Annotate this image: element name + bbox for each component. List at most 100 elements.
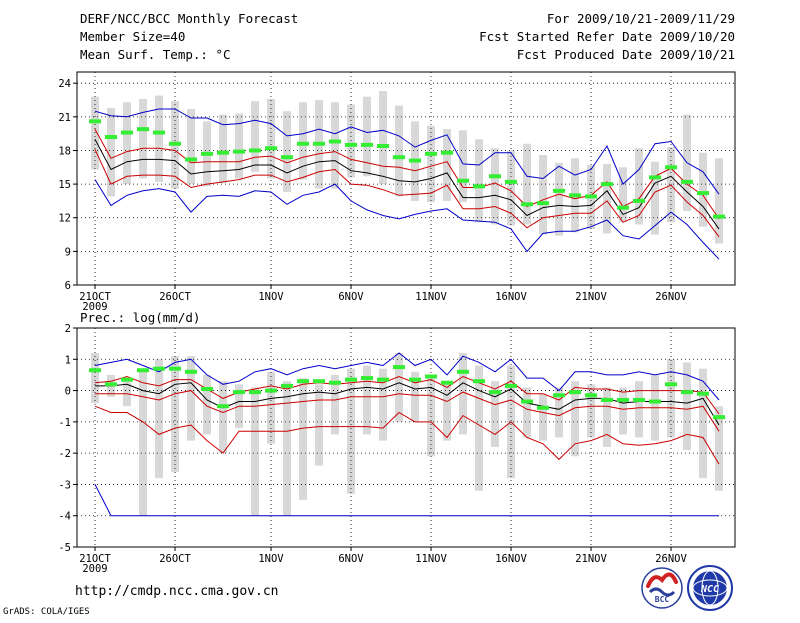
ensemble-mark <box>297 379 309 384</box>
y-tick-label: 2 <box>65 323 71 335</box>
ensemble-mark <box>457 178 469 183</box>
ensemble-mark <box>201 387 213 392</box>
ensemble-box <box>203 374 211 435</box>
ensemble-box <box>555 162 563 236</box>
ensemble-mark <box>649 175 661 180</box>
ensemble-mark <box>521 202 533 207</box>
ensemble-mark <box>233 390 245 395</box>
ensemble-box <box>187 108 195 185</box>
ensemble-mark <box>537 201 549 206</box>
x-tick-label: 21NOV <box>575 291 607 303</box>
ensemble-mark <box>649 399 661 404</box>
produced-date: Fcst Produced Date 2009/10/21 <box>517 47 735 62</box>
ensemble-mark <box>153 130 165 135</box>
ensemble-box <box>331 374 339 435</box>
ensemble-mark <box>601 397 613 402</box>
ensemble-box <box>651 161 659 235</box>
ensemble-box <box>491 148 499 225</box>
x-tick-label: 6NOV <box>338 553 364 565</box>
ensemble-mark <box>505 179 517 184</box>
ensemble-mark <box>473 379 485 384</box>
ensemble-mark <box>713 214 725 219</box>
x-tick-label: 16NOV <box>495 291 527 303</box>
member-size: Member Size=40 <box>80 29 185 44</box>
x-tick-label: 11NOV <box>415 553 447 565</box>
ensemble-box <box>411 371 419 422</box>
ensemble-box <box>395 105 403 197</box>
y-tick-label: 6 <box>65 280 71 292</box>
ensemble-box <box>251 101 259 172</box>
ensemble-mark <box>329 380 341 385</box>
ensemble-box <box>283 381 291 516</box>
y-tick-label: -5 <box>58 542 71 554</box>
plot-frame <box>76 327 736 548</box>
series-line-mean <box>94 139 720 230</box>
ensemble-box <box>715 158 723 244</box>
ensemble-mark <box>297 141 309 146</box>
ensemble-mark <box>457 369 469 374</box>
ensemble-box <box>347 368 355 494</box>
ensemble-box <box>283 111 291 192</box>
y-tick-label: 0 <box>65 386 71 398</box>
series-line-min <box>94 484 719 517</box>
ensemble-mark <box>665 382 677 387</box>
ensemble-box <box>299 102 307 180</box>
ensemble-mark <box>185 157 197 162</box>
ensemble-box <box>363 365 371 435</box>
ensemble-box <box>123 102 131 185</box>
series-line-mean-minus-2sd <box>94 405 720 465</box>
ensemble-box <box>603 163 611 234</box>
ensemble-mark <box>553 188 565 193</box>
ncc-logo-text: NCC <box>700 584 719 595</box>
ensemble-box <box>91 353 99 404</box>
ensemble-mark <box>409 158 421 163</box>
series-line-mean-minus-sd <box>95 390 720 432</box>
x-tick-label: 21NOV <box>575 553 607 565</box>
ensemble-box <box>379 91 387 185</box>
y-tick-label: 18 <box>58 145 71 157</box>
x-tick-label: 26NOV <box>655 291 687 303</box>
y-tick-label: -3 <box>58 479 71 491</box>
ensemble-mark <box>537 405 549 410</box>
ensemble-mark <box>361 376 373 381</box>
ensemble-mark <box>489 174 501 179</box>
ensemble-mark <box>569 193 581 198</box>
ensemble-mark <box>697 191 709 196</box>
ensemble-mark <box>569 390 581 395</box>
ensemble-box <box>155 95 163 182</box>
ensemble-box <box>683 362 691 451</box>
ensemble-mark <box>681 390 693 395</box>
ensemble-box <box>459 130 467 203</box>
ensemble-box <box>363 96 371 177</box>
variable-label: Mean Surf. Temp.: °C <box>80 47 231 62</box>
ensemble-mark <box>377 377 389 382</box>
ensemble-box <box>267 98 275 179</box>
ensemble-mark <box>617 397 629 402</box>
ensemble-mark <box>265 388 277 393</box>
ensemble-box <box>523 143 531 225</box>
y-tick-label: 15 <box>58 179 71 191</box>
ensemble-mark <box>441 380 453 385</box>
ensemble-box <box>219 381 227 454</box>
ensemble-box <box>587 384 595 438</box>
ensemble-mark <box>681 179 693 184</box>
ensemble-mark <box>393 155 405 160</box>
ensemble-mark <box>329 139 341 144</box>
x-tick-label: 26NOV <box>655 553 687 565</box>
ensemble-box <box>635 148 643 225</box>
ensemble-box <box>139 98 147 179</box>
ensemble-mark <box>249 390 261 395</box>
ensemble-mark <box>633 397 645 402</box>
ensemble-mark <box>345 377 357 382</box>
ensemble-mark <box>265 146 277 151</box>
ensemble-mark <box>121 377 133 382</box>
ensemble-mark <box>601 182 613 187</box>
series-line-mean-plus-sd <box>94 128 720 220</box>
ensemble-mark <box>313 379 325 384</box>
ensemble-box <box>459 353 467 435</box>
ensemble-mark <box>473 184 485 189</box>
ensemble-box <box>235 113 243 179</box>
y-tick-label: 9 <box>65 246 71 258</box>
ensemble-box <box>91 96 99 170</box>
